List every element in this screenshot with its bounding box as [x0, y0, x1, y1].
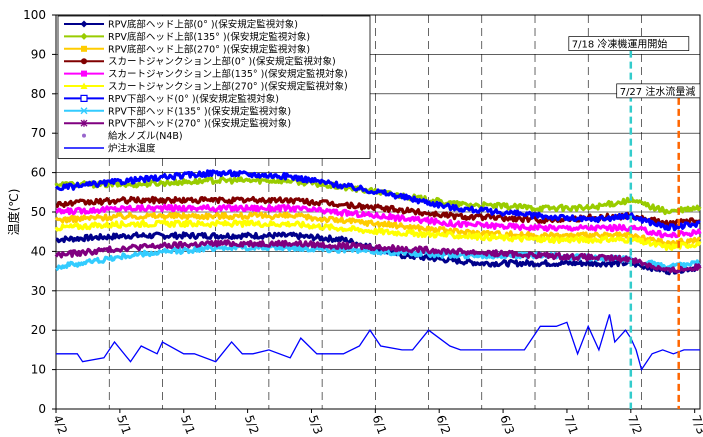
x-tick-label: 7/1: [561, 413, 581, 436]
legend-marker: [80, 82, 88, 89]
x-axis: 4/2 5/1 5/1 5/2 5/3 6/1 6/2 6/3 7/1 7/2 7/3: [50, 409, 703, 436]
legend-label: RPV下部ヘッド(0° )(保安規定監視対象): [108, 93, 279, 105]
legend-entry: 炉注水温度: [64, 143, 156, 155]
legend-entry: RPV底部ヘッド上部(270° )(保安規定監視対象): [64, 43, 310, 55]
y-tick-label: 60: [31, 166, 46, 180]
legend: RPV底部ヘッド上部(0° )(保安規定監視対象)RPV底部ヘッド上部(135°…: [57, 15, 371, 159]
legend-marker: [81, 58, 87, 65]
series-line-8: [54, 239, 702, 274]
annotation-box-1: [616, 83, 701, 99]
legend-entry: RPV底部ヘッド上部(0° )(保安規定監視対象): [64, 19, 298, 31]
x-tick-label: 7/3: [689, 413, 703, 436]
y-tick-label: 80: [31, 87, 46, 101]
series-line-4: [54, 203, 702, 239]
legend-box: [57, 15, 371, 159]
y-tick-label: 30: [31, 284, 46, 298]
legend-entry: RPV下部ヘッド(270° )(保安規定監視対象): [64, 118, 291, 130]
annotation-label-1: 7/27 注水流量減: [620, 85, 696, 98]
y-tick-label: 70: [31, 126, 46, 140]
series-line-6: [54, 169, 701, 232]
legend-label: スカートジャンクション上部(0° )(保安規定監視対象): [108, 56, 336, 68]
legend-marker: [80, 32, 88, 40]
y-tick-label: 90: [31, 47, 46, 61]
legend-marker: [81, 45, 87, 52]
series-lines: [54, 169, 702, 372]
legend-label: スカートジャンクション上部(270° )(保安規定監視対象): [108, 81, 348, 93]
legend-entry: 給水ノズル(N4B): [82, 130, 183, 142]
y-axis-label: 温度(℃): [6, 189, 21, 236]
legend-label: 給水ノズル(N4B): [108, 130, 183, 142]
y-tick-label: 40: [31, 244, 46, 258]
y-tick-label: 20: [31, 323, 46, 337]
x-tick-label: 6/3: [497, 413, 517, 436]
annotation-box-0: [568, 36, 690, 51]
x-tick-label: 4/2: [50, 413, 70, 436]
x-tick-label: 6/1: [370, 413, 390, 436]
x-tick-label: 6/2: [433, 413, 453, 436]
legend-entry: RPV下部ヘッド(0° )(保安規定監視対象): [64, 93, 279, 105]
x-tick-label: 5/2: [242, 413, 262, 436]
series-line-5: [54, 219, 702, 251]
legend-label: RPV底部ヘッド上部(0° )(保安規定監視対象): [108, 19, 298, 31]
series-line-2: [54, 211, 702, 247]
legend-entry: スカートジャンクション上部(135° )(保安規定監視対象): [64, 68, 348, 80]
legend-entry: スカートジャンクション上部(0° )(保安規定監視対象): [64, 56, 336, 68]
x-tick-label: 5/1: [114, 413, 134, 436]
legend-label: スカートジャンクション上部(135° )(保安規定監視対象): [108, 68, 348, 80]
x-tick-label: 5/3: [306, 413, 326, 436]
legend-label: RPV底部ヘッド上部(135° )(保安規定監視対象): [108, 31, 310, 43]
legend-marker: [80, 94, 88, 103]
legend-label: RPV底部ヘッド上部(270° )(保安規定監視対象): [108, 43, 310, 55]
annotation-label-0: 7/18 冷凍機運用開始: [572, 38, 668, 51]
y-tick-label: 0: [38, 402, 46, 416]
x-tick-label: 5/1: [178, 413, 198, 436]
legend-entry: RPV下部ヘッド(135° )(保安規定監視対象): [64, 105, 291, 117]
y-tick-label: 100: [23, 8, 46, 22]
annotations: 7/18 冷凍機運用開始 7/27 注水流量減: [568, 36, 701, 409]
legend-marker: [80, 119, 88, 127]
legend-marker: [81, 70, 87, 77]
legend-entry: RPV底部ヘッド上部(135° )(保安規定監視対象): [64, 31, 310, 43]
legend-marker: [80, 107, 88, 115]
y-tick-label: 10: [31, 363, 46, 377]
legend-label: 炉注水温度: [108, 143, 156, 155]
legend-entry: スカートジャンクション上部(270° )(保安規定監視対象): [64, 81, 348, 93]
legend-label: RPV下部ヘッド(135° )(保安規定監視対象): [108, 105, 291, 117]
legend-label: RPV下部ヘッド(270° )(保安規定監視対象): [108, 118, 291, 130]
series-line-10: [56, 314, 700, 372]
legend-marker: [82, 133, 86, 138]
x-tick-label: 7/2: [625, 413, 645, 436]
y-axis: 0 10 20 30 40 50 60 70 80 90 100: [23, 8, 56, 416]
y-tick-label: 50: [31, 205, 46, 219]
legend-marker: [80, 20, 88, 28]
